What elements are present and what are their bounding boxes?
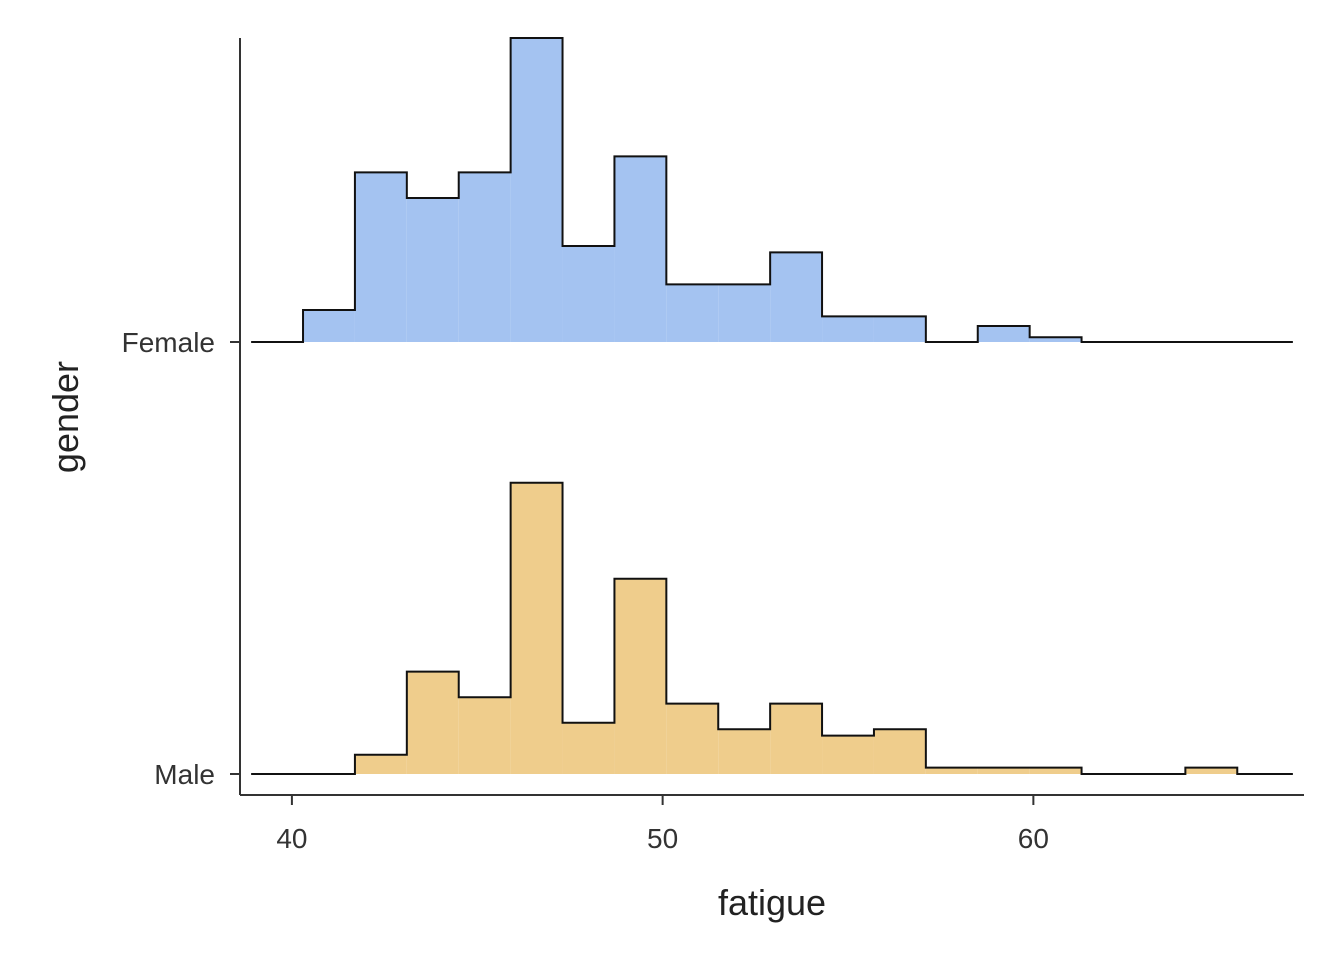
histogram-bar — [1185, 767, 1238, 774]
histogram-bar — [718, 284, 771, 342]
histogram-bar — [873, 316, 926, 342]
histogram-bar — [1029, 767, 1082, 774]
histogram-bar — [1029, 337, 1082, 342]
histogram-bar — [822, 735, 874, 774]
histogram-bar — [977, 326, 1030, 342]
ridge-layer — [251, 37, 1293, 775]
x-tick-layer: 40 50 60 — [276, 795, 1049, 854]
histogram-bar — [666, 703, 719, 774]
histogram-bar — [458, 697, 511, 774]
x-tick-label: 50 — [647, 823, 678, 854]
histogram-bar — [406, 198, 459, 342]
ridge-female — [251, 37, 1293, 343]
histogram-bar — [614, 156, 667, 342]
ridge-outline — [251, 37, 1293, 343]
histogram-bar — [303, 310, 355, 342]
x-tick-label: 60 — [1018, 823, 1049, 854]
ridge-male — [251, 481, 1293, 775]
histogram-bar — [562, 722, 615, 774]
histogram-bar — [614, 578, 667, 774]
histogram-bar — [977, 767, 1030, 774]
histogram-bar — [770, 252, 823, 342]
histogram-bar — [510, 482, 563, 774]
x-tick-label: 40 — [276, 823, 307, 854]
y-tick-layer: Female Male — [122, 327, 240, 790]
histogram-bar — [510, 38, 563, 342]
histogram-bar — [458, 172, 511, 342]
ridge-outline — [251, 481, 1293, 775]
y-tick-label: Male — [154, 759, 215, 790]
histogram-bar — [925, 767, 978, 774]
histogram-bar — [354, 754, 407, 774]
histogram-bar — [770, 703, 823, 774]
histogram-bar — [406, 671, 459, 774]
histogram-bar — [354, 172, 407, 342]
x-axis-title: fatigue — [718, 882, 826, 923]
histogram-bar — [666, 284, 719, 342]
histogram-bar — [718, 729, 771, 774]
histogram-bar — [822, 316, 874, 342]
y-tick-label: Female — [122, 327, 215, 358]
y-axis-title: gender — [45, 361, 86, 473]
histogram-bar — [873, 729, 926, 774]
histogram-bar — [562, 246, 615, 342]
